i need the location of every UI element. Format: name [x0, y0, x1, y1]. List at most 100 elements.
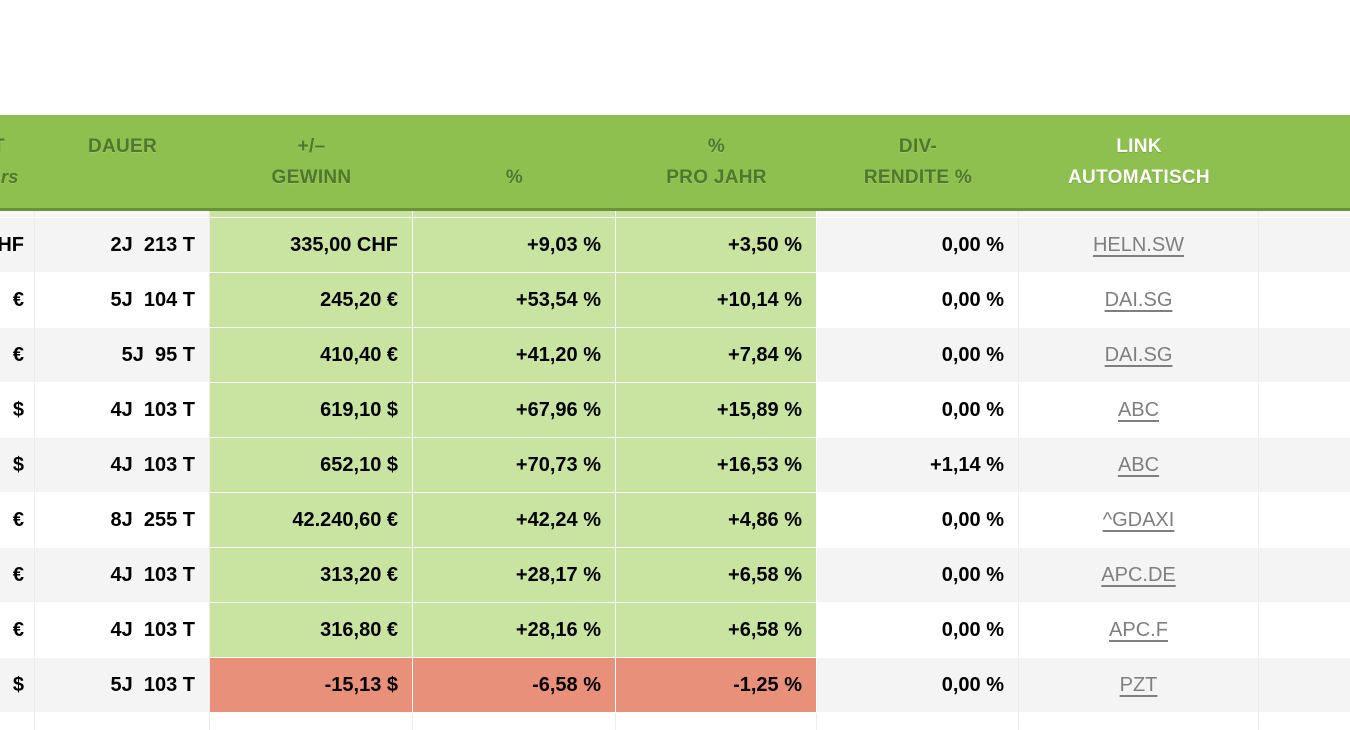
percent-cell[interactable]: +9,03 % [413, 218, 616, 273]
header-link-line1: LINK [1116, 135, 1162, 157]
ticker-link[interactable]: PZT [1119, 673, 1158, 696]
dauer-cell[interactable]: 4J 103 T [35, 383, 210, 438]
div-rendite-cell[interactable]: 0,00 % [817, 603, 1019, 658]
gewinn-cell[interactable]: -15,13 $ [210, 658, 413, 713]
currency-cell[interactable]: € [0, 493, 35, 548]
currency-cell[interactable]: HF [0, 218, 35, 273]
currency-cell[interactable]: $ [0, 383, 35, 438]
dauer-cell[interactable]: 5J 104 T [35, 273, 210, 328]
ticker-link[interactable]: ^GDAXI [1102, 508, 1175, 531]
gewinn-cell[interactable]: 316,80 € [210, 603, 413, 658]
gewinn-cell[interactable]: 42.240,60 € [210, 493, 413, 548]
currency-cell[interactable]: $ [0, 658, 35, 713]
div-rendite-cell[interactable]: 0,00 % [817, 658, 1019, 713]
percent-pro-jahr-cell[interactable]: +4,86 % [616, 493, 817, 548]
percent-cell[interactable]: +70,73 % [413, 438, 616, 493]
ticker-link[interactable]: ABC [1117, 398, 1160, 421]
header-wert-line2: rs [1, 166, 19, 187]
percent-pro-jahr-cell[interactable]: +15,89 % [616, 383, 817, 438]
currency-cell[interactable]: € [0, 328, 35, 383]
spacer-cell [1259, 211, 1350, 217]
link-cell: DAI.SG [1019, 273, 1259, 328]
header-div-rendite-line1: DIV- [898, 135, 938, 157]
header-gewinn-line1: +/– [297, 135, 326, 157]
header-cell-div-rendite[interactable]: DIV- RENDITE % [817, 115, 1019, 208]
dauer-cell[interactable]: 2J 213 T [35, 218, 210, 273]
ticker-link[interactable]: DAI.SG [1104, 288, 1173, 311]
div-rendite-cell[interactable]: 0,00 % [817, 493, 1019, 548]
header-cell-pct-pro-jahr[interactable]: % PRO JAHR [616, 115, 817, 208]
ticker-link[interactable]: HELN.SW [1092, 233, 1185, 256]
empty-cell[interactable] [1259, 548, 1350, 603]
empty-cell[interactable] [1259, 218, 1350, 273]
percent-pro-jahr-cell[interactable]: +6,58 % [616, 548, 817, 603]
dauer-cell[interactable]: 4J 103 T [35, 438, 210, 493]
empty-cell[interactable] [1259, 658, 1350, 713]
currency-cell[interactable]: € [0, 273, 35, 328]
currency-cell[interactable]: $ [0, 438, 35, 493]
div-rendite-cell[interactable]: 0,00 % [817, 328, 1019, 383]
table-row: €4J 103 T 313,20 € +28,17 % +6,58 % 0,00 % AP… [0, 548, 1350, 603]
div-rendite-cell[interactable]: +1,14 % [817, 438, 1019, 493]
header-pct-pro-jahr-line2: PRO JAHR [666, 166, 767, 188]
percent-cell[interactable]: +28,17 % [413, 548, 616, 603]
percent-pro-jahr-cell[interactable]: -1,25 % [616, 658, 817, 713]
percent-cell[interactable]: +67,96 % [413, 383, 616, 438]
empty-cell[interactable] [1259, 438, 1350, 493]
gewinn-cell[interactable]: 313,20 € [210, 548, 413, 603]
ticker-link[interactable]: ABC [1117, 453, 1160, 476]
header-cell-gewinn[interactable]: +/– GEWINN [210, 115, 413, 208]
percent-pro-jahr-cell[interactable]: +10,14 % [616, 273, 817, 328]
percent-cell[interactable]: +53,54 % [413, 273, 616, 328]
percent-cell[interactable]: -6,58 % [413, 658, 616, 713]
header-cell-pct[interactable]: % [413, 115, 616, 208]
div-rendite-cell[interactable]: 0,00 % [817, 383, 1019, 438]
percent-cell[interactable]: +28,16 % [413, 603, 616, 658]
header-div-rendite-line2: RENDITE % [863, 166, 973, 188]
table-row: €5J 95 T 410,40 € +41,20 % +7,84 % 0,00 % DAI… [0, 328, 1350, 383]
dauer-cell[interactable]: 4J 103 T [35, 548, 210, 603]
gewinn-cell[interactable]: 335,00 CHF [210, 218, 413, 273]
header-cell-link-automatisch[interactable]: LINK AUTOMATISCH [1019, 115, 1259, 208]
gewinn-cell[interactable]: 245,20 € [210, 273, 413, 328]
ticker-link[interactable]: DAI.SG [1104, 343, 1173, 366]
dauer-cell[interactable]: 8J 255 T [35, 493, 210, 548]
currency-cell[interactable]: € [0, 548, 35, 603]
header-cell-empty[interactable] [1259, 115, 1350, 208]
currency-cell[interactable]: € [0, 603, 35, 658]
dauer-cell[interactable]: 5J 95 T [35, 328, 210, 383]
ticker-link[interactable]: APC.F [1109, 618, 1168, 641]
header-dauer-line1: DAUER [87, 135, 158, 157]
empty-cell[interactable] [1259, 273, 1350, 328]
ticker-link[interactable]: APC.DE [1101, 563, 1176, 586]
header-cell-dauer[interactable]: DAUER [35, 115, 210, 208]
link-cell: HELN.SW [1019, 218, 1259, 273]
dauer-cell[interactable]: 4J 103 T [35, 603, 210, 658]
header-pct-line2: % [505, 166, 524, 188]
percent-pro-jahr-cell[interactable]: +3,50 % [616, 218, 817, 273]
header-separator-strip [0, 211, 1350, 218]
div-rendite-cell[interactable]: 0,00 % [817, 273, 1019, 328]
percent-cell[interactable]: +42,24 % [413, 493, 616, 548]
dauer-cell[interactable]: 5J 103 T [35, 658, 210, 713]
link-cell: ^GDAXI [1019, 493, 1259, 548]
empty-cell[interactable] [1259, 603, 1350, 658]
percent-cell[interactable]: +41,20 % [413, 328, 616, 383]
link-cell: APC.DE [1019, 548, 1259, 603]
gewinn-cell[interactable]: 652,10 $ [210, 438, 413, 493]
link-cell: APC.F [1019, 603, 1259, 658]
percent-pro-jahr-cell[interactable]: +16,53 % [616, 438, 817, 493]
div-rendite-cell[interactable]: 0,00 % [817, 218, 1019, 273]
table-header-row: T rs DAUER +/– GEWINN % % PRO JAHR DIV- … [0, 115, 1350, 211]
table-row: $5J 103 T -15,13 $ -6,58 % -1,25 % 0,00 % PZT [0, 658, 1350, 713]
gewinn-cell[interactable]: 619,10 $ [210, 383, 413, 438]
empty-cell[interactable] [1259, 383, 1350, 438]
percent-pro-jahr-cell[interactable]: +7,84 % [616, 328, 817, 383]
div-rendite-cell[interactable]: 0,00 % [817, 548, 1019, 603]
empty-cell[interactable] [1259, 328, 1350, 383]
empty-cell[interactable] [1259, 493, 1350, 548]
percent-pro-jahr-cell[interactable]: +6,58 % [616, 603, 817, 658]
header-cell-wert[interactable]: T rs [0, 115, 35, 208]
gewinn-cell[interactable]: 410,40 € [210, 328, 413, 383]
